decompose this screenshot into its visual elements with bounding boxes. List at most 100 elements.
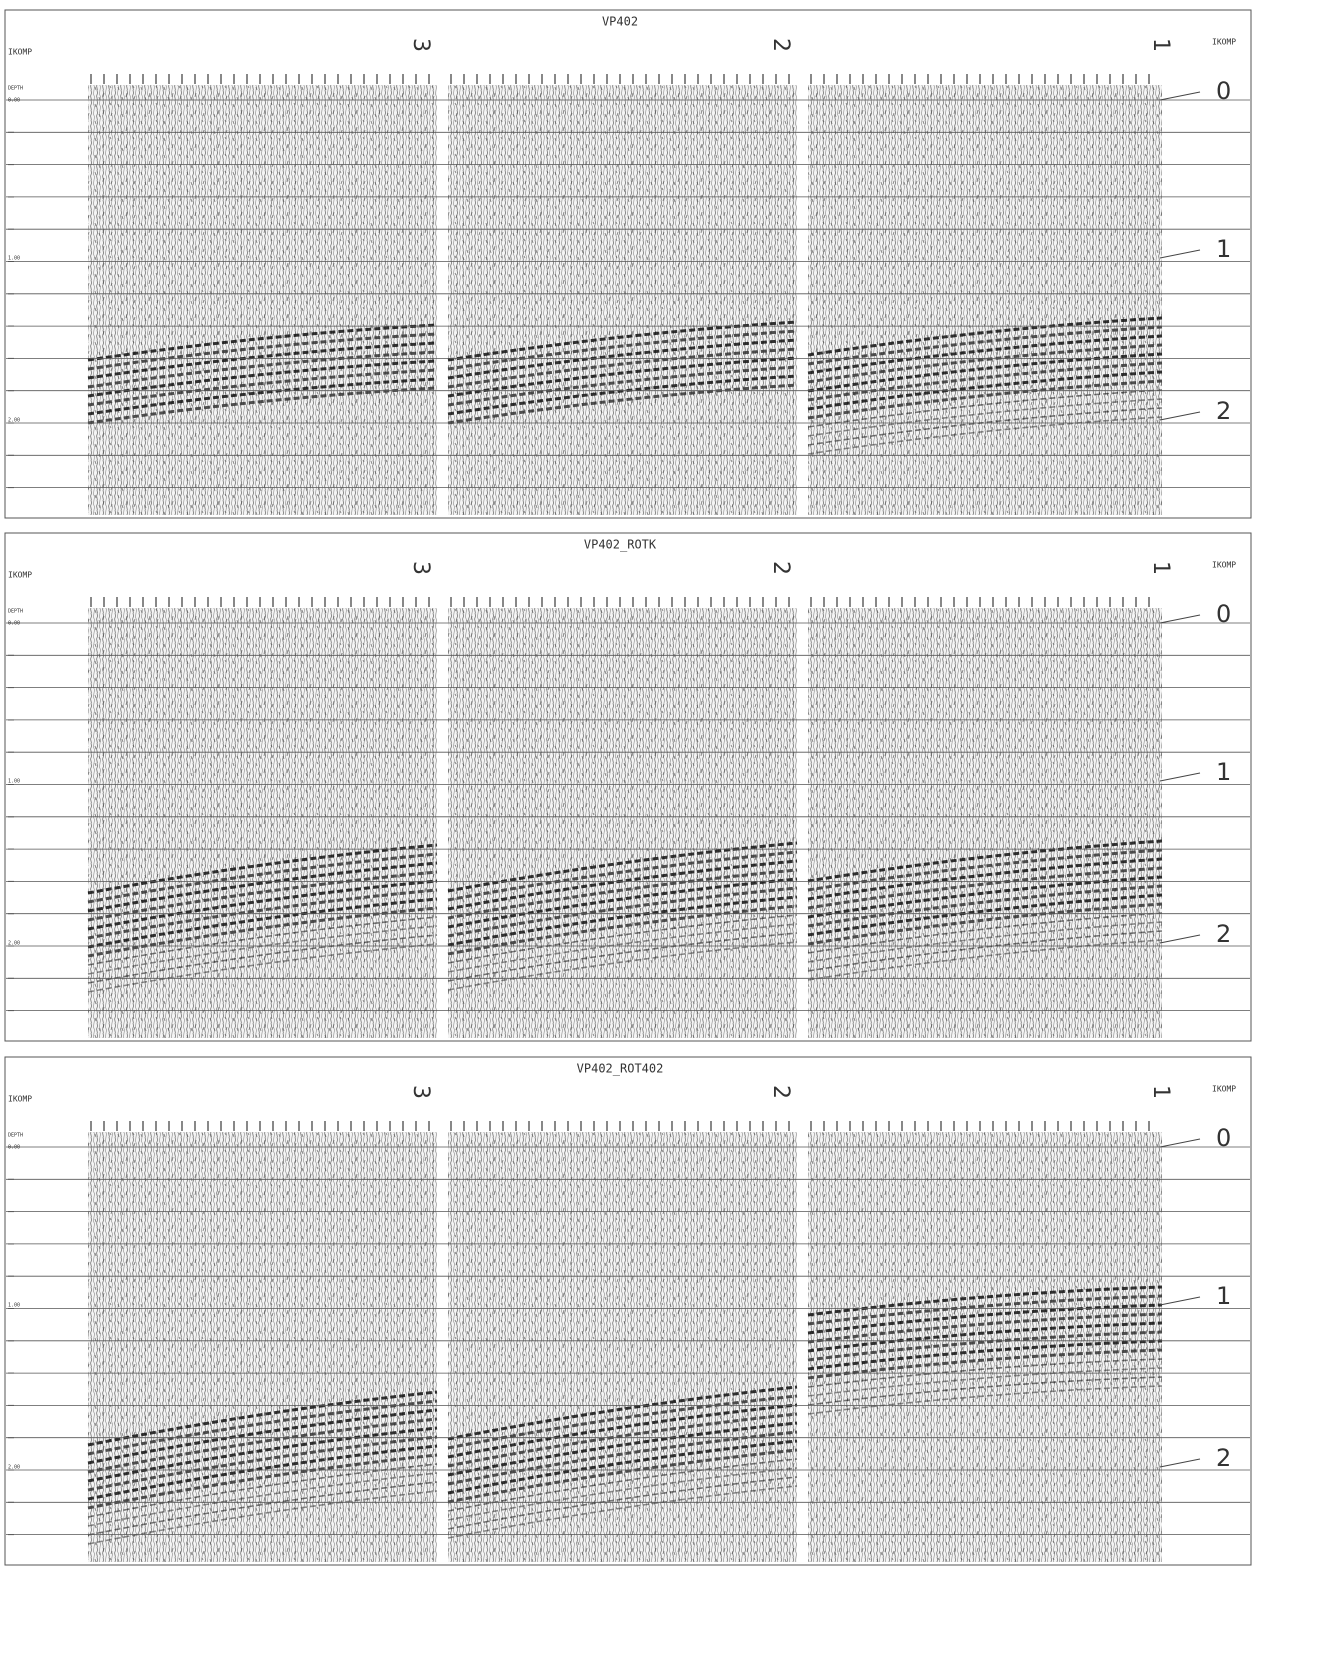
time-mark-line [1159, 614, 1201, 624]
time-mark-line [1159, 1458, 1201, 1468]
component-label: 1 [1148, 561, 1173, 575]
axis-label: 2.00 [8, 1465, 20, 1471]
axis-title: DEPTH [8, 1133, 23, 1139]
reflector [87, 368, 438, 407]
right-label: IKOMP [1212, 38, 1236, 47]
reflector [807, 1294, 1163, 1326]
reflector [447, 941, 798, 991]
reflector [87, 1408, 438, 1465]
reflector [87, 1417, 438, 1474]
reflector [447, 1421, 798, 1477]
noise-block [808, 85, 1162, 515]
panel: VP402_ROTK IKOMP IKOMP DEPTH 3 2 1 0.00 0 1.00 1 2.… [4, 532, 1252, 1042]
reflector [447, 347, 798, 389]
axis-label: 1.00 [8, 256, 20, 262]
reflector [87, 323, 438, 362]
reflector [807, 379, 1163, 420]
axis-title: DEPTH [8, 86, 23, 92]
reflector [87, 852, 438, 904]
reflector [807, 857, 1163, 901]
noise-block [808, 1132, 1162, 1562]
panel-frame [4, 1056, 1252, 1566]
panel-frame [4, 532, 1252, 1042]
noise-block [88, 85, 437, 515]
time-mark-line [1159, 1138, 1201, 1148]
reflector [807, 866, 1163, 910]
reflector [807, 1376, 1163, 1406]
reflector [447, 850, 798, 902]
time-mark-label: 0 [1216, 1124, 1231, 1152]
reflector [807, 325, 1163, 366]
noise-block [448, 1132, 797, 1562]
time-mark-label: 1 [1216, 758, 1231, 786]
reflector [807, 343, 1163, 384]
axis-title: DEPTH [8, 609, 23, 615]
component-label: 2 [768, 561, 793, 575]
reflector [807, 1367, 1163, 1397]
reflector [807, 839, 1163, 883]
time-mark-label: 1 [1216, 1282, 1231, 1310]
reflector [447, 1448, 798, 1504]
reflector [807, 334, 1163, 375]
panel-title: VP402 [602, 15, 638, 29]
reflector [807, 884, 1163, 928]
reflector [447, 1439, 798, 1495]
reflector [87, 1444, 438, 1501]
reflector [447, 329, 798, 371]
reflector [807, 361, 1163, 402]
time-mark-line [1159, 411, 1201, 421]
time-mark-label: 2 [1216, 397, 1231, 425]
reflector [447, 886, 798, 938]
reflector [447, 914, 798, 964]
reflector [807, 416, 1163, 455]
axis-label: 0.00 [8, 621, 20, 627]
left-label: IKOMP [8, 48, 32, 57]
reflector [807, 398, 1163, 437]
reflector [807, 875, 1163, 919]
reflector [447, 932, 798, 982]
axis-label: 2.00 [8, 418, 20, 424]
panel: VP402_ROT402 IKOMP IKOMP DEPTH 3 2 1 0.00 0 1.00 1… [4, 1056, 1252, 1566]
reflector [807, 1385, 1163, 1415]
reflector [87, 879, 438, 931]
reflector [447, 868, 798, 920]
reflector [807, 1303, 1163, 1335]
time-mark-line [1159, 934, 1201, 944]
reflector [447, 1385, 798, 1441]
reflector [807, 930, 1163, 972]
reflector [87, 377, 438, 416]
left-label: IKOMP [8, 571, 32, 580]
noise-block [808, 608, 1162, 1038]
reflector [807, 352, 1163, 393]
reflector [87, 1435, 438, 1492]
right-label: IKOMP [1212, 1085, 1236, 1094]
reflector [447, 877, 798, 929]
reflector [807, 316, 1163, 357]
time-mark-label: 2 [1216, 920, 1231, 948]
axis-label: 0.00 [8, 1145, 20, 1151]
left-label: IKOMP [8, 1095, 32, 1104]
reflector [447, 1476, 798, 1530]
axis-label: 2.00 [8, 941, 20, 947]
reflector [807, 893, 1163, 937]
reflector [807, 407, 1163, 446]
panel-frame [4, 9, 1252, 519]
reflector [447, 923, 798, 973]
reflector [87, 1453, 438, 1510]
noise-block [88, 1132, 437, 1562]
reflector [87, 1481, 438, 1536]
panel-title: VP402_ROTK [584, 538, 657, 552]
time-mark-line [1159, 772, 1201, 782]
reflector [87, 1390, 438, 1447]
reflector [87, 888, 438, 940]
reflector [87, 861, 438, 913]
reflector [447, 365, 798, 407]
reflector [87, 1399, 438, 1456]
reflector [807, 1358, 1163, 1388]
noise-block [448, 85, 797, 515]
reflector [447, 1394, 798, 1450]
reflector [87, 1426, 438, 1483]
reflector [807, 1339, 1163, 1371]
time-mark-label: 0 [1216, 77, 1231, 105]
